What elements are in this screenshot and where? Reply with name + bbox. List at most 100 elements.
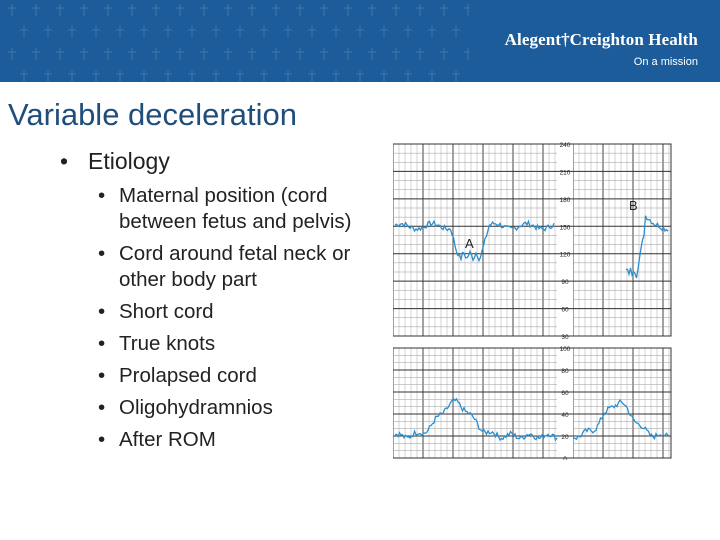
list-item: • Cord around fetal neck or other body pa… <box>98 241 388 293</box>
tick-label: 90 <box>561 279 569 286</box>
cross-icon <box>296 48 304 60</box>
cross-icon <box>212 26 220 38</box>
cross-icon <box>392 48 400 60</box>
cross-icon <box>8 48 16 60</box>
list-item-text: True knots <box>119 332 216 355</box>
list-item: • True knots <box>98 331 388 357</box>
tick-label: 210 <box>560 169 571 176</box>
list-item-text: Short cord <box>119 300 214 323</box>
tick-label: 150 <box>560 224 571 231</box>
cross-icon <box>188 26 196 38</box>
cross-icon <box>92 70 100 82</box>
cross-icon <box>56 48 64 60</box>
tick-label: 20 <box>561 434 569 441</box>
cross-icon <box>176 48 184 60</box>
cross-icon <box>248 4 256 16</box>
cross-icon <box>356 26 364 38</box>
cross-icon <box>128 48 136 60</box>
cross-icon <box>80 48 88 60</box>
cross-icon <box>344 4 352 16</box>
cross-icon <box>200 48 208 60</box>
cross-icon <box>380 70 388 82</box>
cross-icon <box>284 26 292 38</box>
cross-icon <box>320 4 328 16</box>
cross-icon <box>428 26 436 38</box>
ctg-tracing-figure: 240 210 180 150 120 90 60 30 A B 100 80 60 40 20 0 <box>393 142 672 460</box>
cross-icon <box>20 70 28 82</box>
cross-icon <box>368 48 376 60</box>
list-item: • After ROM <box>98 427 388 453</box>
cross-icon <box>272 4 280 16</box>
tick-label: 180 <box>560 197 571 204</box>
cross-icon <box>8 4 16 16</box>
cross-icon <box>32 48 40 60</box>
cross-icon <box>152 48 160 60</box>
cross-icon <box>140 70 148 82</box>
cross-icon <box>392 4 400 16</box>
toco-panel: 100 80 60 40 20 0 <box>393 346 672 460</box>
cross-icon <box>200 4 208 16</box>
cross-icon <box>368 4 376 16</box>
tick-label: 120 <box>560 252 571 259</box>
cross-icon <box>332 26 340 38</box>
cross-icon <box>236 70 244 82</box>
cross-icon <box>212 70 220 82</box>
toco-series-line <box>394 397 669 442</box>
slide-title: Variable deceleration <box>8 97 297 132</box>
cross-icon <box>104 4 112 16</box>
cross-icon <box>452 26 460 38</box>
tick-label: 40 <box>561 412 569 419</box>
cross-icon <box>176 4 184 16</box>
fhr-panel: 240 210 180 150 120 90 60 30 A B <box>393 142 672 341</box>
tick-label: 100 <box>560 346 571 353</box>
tick-label: 30 <box>561 334 569 341</box>
list-item: • Short cord <box>98 299 388 325</box>
cross-icon <box>380 26 388 38</box>
cross-icon <box>416 48 424 60</box>
cross-icon <box>248 48 256 60</box>
cross-icon <box>80 4 88 16</box>
cross-icon <box>320 48 328 60</box>
cross-icon <box>428 70 436 82</box>
cross-icon <box>32 4 40 16</box>
bullet-icon: • <box>60 148 69 174</box>
bullet-icon: • <box>98 428 106 451</box>
list-item-text: Maternal position (cord between fetus an… <box>119 184 352 233</box>
bullet-icon: • <box>98 332 106 355</box>
cross-icon <box>56 4 64 16</box>
list-item: • Maternal position (cord between fetus a… <box>98 183 388 235</box>
panel-frame <box>393 347 672 459</box>
cross-icon <box>236 26 244 38</box>
cross-pattern-icon <box>8 4 470 82</box>
list-item-text: Cord around fetal neck or other body par… <box>119 242 351 291</box>
bullet-icon: • <box>98 242 106 265</box>
cross-icon <box>20 26 28 38</box>
cross-icon <box>404 70 412 82</box>
tick-label: 80 <box>561 368 569 375</box>
brand-name: Alegent†Creighton Health <box>504 30 698 49</box>
cross-icon <box>116 26 124 38</box>
cross-icon <box>152 4 160 16</box>
cross-icon <box>92 26 100 38</box>
cross-icon <box>416 4 424 16</box>
cross-icon <box>188 70 196 82</box>
list-item-text: Oligohydramnios <box>119 396 273 419</box>
list-item-text: Prolapsed cord <box>119 364 257 387</box>
cross-icon <box>224 48 232 60</box>
label-column <box>557 348 573 458</box>
panel-frame <box>393 143 672 337</box>
cross-icon <box>332 70 340 82</box>
cross-icon <box>260 26 268 38</box>
tick-label: 240 <box>560 142 571 149</box>
brand-tagline: On a mission <box>633 56 698 68</box>
brand-logo: Alegent†Creighton Health On a mission <box>505 30 698 68</box>
bullet-icon: • <box>98 300 106 323</box>
cross-icon <box>128 4 136 16</box>
cross-icon <box>284 70 292 82</box>
tick-label: 60 <box>561 307 569 314</box>
bullet-icon: • <box>98 184 106 207</box>
annotation-label: A <box>465 236 474 251</box>
cross-icon <box>68 70 76 82</box>
bullet-icon: • <box>98 364 106 387</box>
tick-label: 60 <box>561 390 569 397</box>
